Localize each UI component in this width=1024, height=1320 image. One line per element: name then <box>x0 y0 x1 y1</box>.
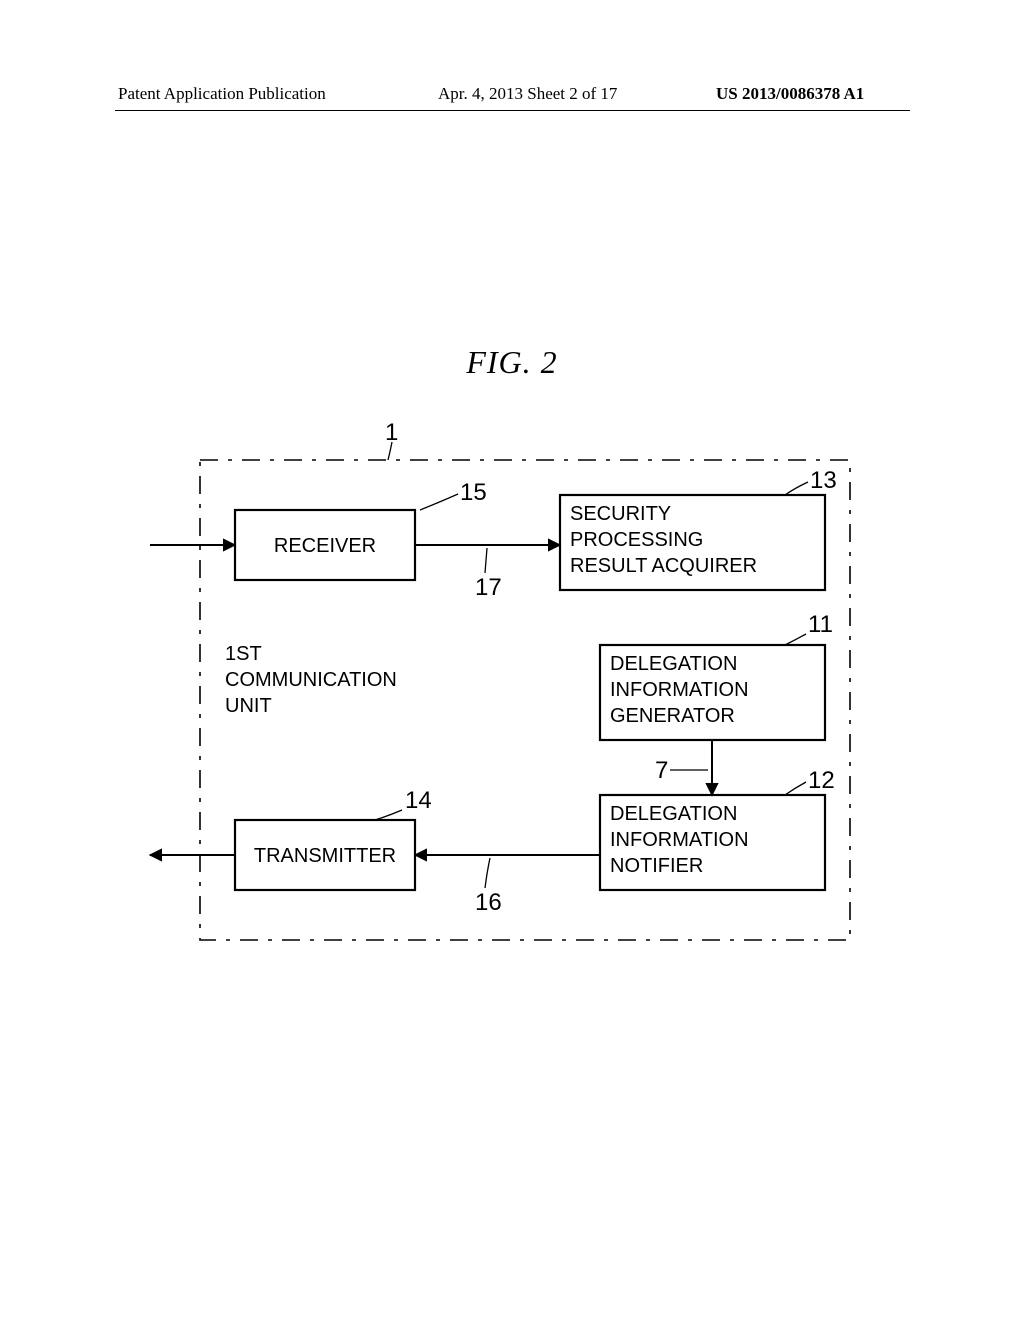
generator-l3: GENERATOR <box>610 705 735 727</box>
leader-16 <box>485 858 490 888</box>
leader-security <box>785 482 808 495</box>
ref-transmitter: 14 <box>405 787 432 814</box>
notifier-l2: INFORMATION <box>610 829 749 851</box>
security-l1: SECURITY <box>570 503 671 525</box>
ref-receiver: 15 <box>460 479 487 506</box>
header-rule <box>115 110 910 111</box>
generator-l2: INFORMATION <box>610 679 749 701</box>
ref-notifier: 12 <box>808 767 835 794</box>
ref-arrow-16: 16 <box>475 889 502 916</box>
unit-label-l1: 1ST <box>225 643 262 665</box>
transmitter-label: TRANSMITTER <box>254 845 396 867</box>
leader-transmitter <box>375 810 402 820</box>
unit-label-l3: UNIT <box>225 695 272 717</box>
header-center-text: Apr. 4, 2013 Sheet 2 of 17 <box>438 84 617 104</box>
page: Patent Application Publication Apr. 4, 2… <box>0 0 1024 1320</box>
ref-security: 13 <box>810 467 837 494</box>
ref-arrow-7: 7 <box>655 757 668 784</box>
security-l2: PROCESSING <box>570 529 703 551</box>
ref-generator: 11 <box>808 611 833 638</box>
ref-arrow-17: 17 <box>475 574 502 601</box>
notifier-l1: DELEGATION <box>610 803 737 825</box>
generator-l1: DELEGATION <box>610 653 737 675</box>
leader-generator <box>785 634 806 645</box>
figure-title: FIG. 2 <box>0 344 1024 381</box>
leader-notifier <box>785 782 806 795</box>
unit-label-l2: COMMUNICATION <box>225 669 397 691</box>
leader-17 <box>485 548 487 573</box>
security-l3: RESULT ACQUIRER <box>570 555 757 577</box>
page-header: Patent Application Publication Apr. 4, 2… <box>0 84 1024 112</box>
header-left-text: Patent Application Publication <box>118 84 326 104</box>
header-right-text: US 2013/0086378 A1 <box>716 84 864 104</box>
receiver-label: RECEIVER <box>274 535 376 557</box>
leader-receiver <box>420 494 458 510</box>
notifier-l3: NOTIFIER <box>610 855 703 877</box>
diagram: 1 RECEIVER 15 TRANSMITTER 14 SECURITY PR… <box>130 420 890 980</box>
